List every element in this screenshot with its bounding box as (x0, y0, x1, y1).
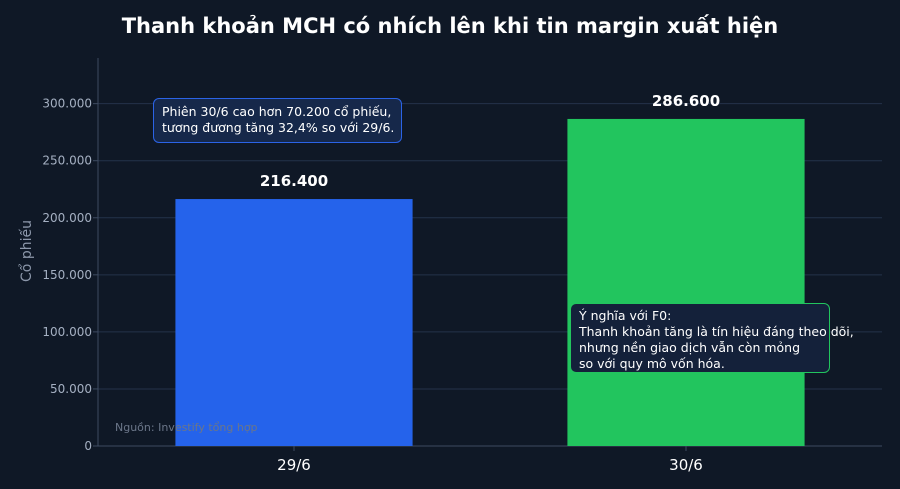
y-tick-label: 150.000 (42, 268, 92, 282)
bar (567, 118, 805, 447)
y-axis-label: Cổ phiếu (18, 220, 35, 282)
annotation-line: Ý nghĩa với F0: (579, 308, 672, 323)
annotation-line: so với quy mô vốn hóa. (579, 356, 725, 371)
bar-value-label: 216.400 (260, 172, 328, 190)
labels: 0 50.000 100.000 150.000 200.000 250.000 300.0… (42, 92, 720, 474)
chart-title: Thanh khoản MCH có nhích lên khi tin mar… (121, 14, 779, 38)
y-tick-label: 200.000 (42, 211, 92, 225)
annotation-line: nhưng nền giao dịch vẫn còn mỏng (579, 340, 801, 355)
annotation-line: Phiên 30/6 cao hơn 70.200 cổ phiếu, (162, 104, 392, 119)
bars (175, 118, 805, 447)
y-tick-label: 300.000 (42, 97, 92, 111)
x-tick-label: 30/6 (669, 456, 703, 474)
annotation-line: Thanh khoản tăng là tín hiệu đáng theo d… (579, 324, 854, 339)
annotation-line: tương đương tăng 32,4% so với 29/6. (162, 120, 395, 135)
bar (175, 199, 413, 446)
y-tick-label: 100.000 (42, 325, 92, 339)
y-tick-label: 50.000 (50, 382, 92, 396)
x-tick-label: 29/6 (277, 456, 311, 474)
annotation-meaning: Ý nghĩa với F0: Thanh khoản tăng là tín … (570, 303, 854, 373)
bar-value-label: 286.600 (652, 92, 720, 110)
source-note: Nguồn: Investify tổng hợp (115, 421, 258, 434)
y-tick-label: 250.000 (42, 154, 92, 168)
y-tick-label: 0 (84, 439, 92, 453)
annotation-increase: Phiên 30/6 cao hơn 70.200 cổ phiếu, tươn… (153, 98, 402, 143)
